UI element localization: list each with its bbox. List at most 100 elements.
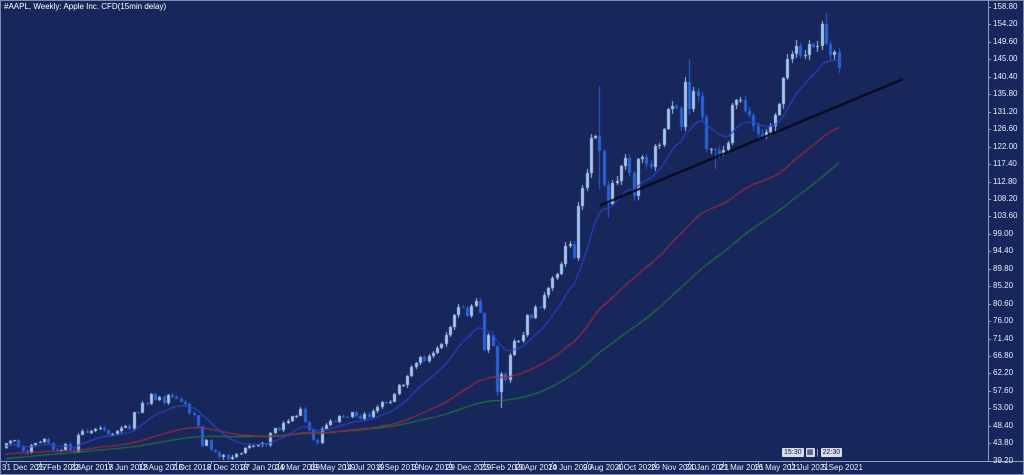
price-tick-label: 66.80 xyxy=(993,351,1014,360)
price-tick-label: 43.80 xyxy=(993,438,1014,447)
price-tick-label: 135.80 xyxy=(993,89,1018,98)
price-tick-mark xyxy=(988,461,991,462)
date-tick-label: 23 Feb 2020 xyxy=(480,463,525,472)
session-open-time-badge: 15:30 xyxy=(782,447,804,457)
time-axis-line xyxy=(0,461,1024,462)
date-tick-label: 12 Aug 2018 xyxy=(138,463,183,472)
price-tick-label: 62.20 xyxy=(993,368,1014,377)
price-tick-label: 126.60 xyxy=(993,124,1018,133)
price-tick-label: 103.60 xyxy=(993,211,1018,220)
date-tick-label: 4 Oct 2020 xyxy=(617,463,657,472)
price-tick-label: 48.40 xyxy=(993,421,1014,430)
date-tick-mark xyxy=(621,461,622,464)
date-tick-mark xyxy=(758,461,759,464)
date-tick-label: 19 Apr 2020 xyxy=(514,463,558,472)
date-tick-mark xyxy=(176,461,177,464)
price-axis-line xyxy=(988,0,989,461)
date-tick-mark xyxy=(826,461,827,464)
price-tick-label: 149.60 xyxy=(993,37,1018,46)
date-tick-label: 16 May 2021 xyxy=(754,463,801,472)
date-tick-mark xyxy=(723,461,724,464)
date-tick-label: 9 Aug 2020 xyxy=(583,463,624,472)
date-tick-label: 29 Dec 2019 xyxy=(446,463,492,472)
date-tick-label: 25 Feb 2018 xyxy=(36,463,81,472)
date-tick-mark xyxy=(792,461,793,464)
date-tick-mark xyxy=(416,461,417,464)
price-tick-label: 117.40 xyxy=(993,159,1017,168)
price-tick-label: 53.00 xyxy=(993,403,1014,412)
date-tick-label: 17 Jun 2018 xyxy=(104,463,149,472)
date-tick-label: 8 Sep 2019 xyxy=(378,463,419,472)
price-tick-label: 108.20 xyxy=(993,194,1018,203)
price-tick-mark xyxy=(988,373,991,374)
price-tick-mark xyxy=(988,286,991,287)
price-tick-mark xyxy=(988,94,991,95)
price-tick-label: 71.40 xyxy=(993,334,1014,343)
price-tick-mark xyxy=(988,112,991,113)
date-tick-mark xyxy=(108,461,109,464)
date-tick-label: 24 Mar 2019 xyxy=(275,463,320,472)
price-tick-label: 76.00 xyxy=(993,316,1014,325)
date-tick-label: 24 Jan 2021 xyxy=(685,463,730,472)
price-tick-mark xyxy=(988,391,991,392)
price-tick-label: 39.20 xyxy=(993,456,1014,465)
price-tick-label: 140.40 xyxy=(993,72,1018,81)
price-tick-label: 94.40 xyxy=(993,246,1014,255)
price-tick-label: 80.60 xyxy=(993,299,1014,308)
date-tick-mark xyxy=(450,461,451,464)
date-tick-mark xyxy=(382,461,383,464)
date-tick-label: 22 Apr 2018 xyxy=(70,463,114,472)
date-tick-label: 2 Dec 2018 xyxy=(207,463,248,472)
date-tick-mark xyxy=(655,461,656,464)
date-tick-mark xyxy=(142,461,143,464)
date-tick-label: 14 Jun 2020 xyxy=(548,463,593,472)
price-tick-mark xyxy=(988,426,991,427)
date-tick-mark xyxy=(211,461,212,464)
date-tick-label: 29 Nov 2020 xyxy=(651,463,697,472)
price-tick-mark xyxy=(988,199,991,200)
price-tick-label: 145.00 xyxy=(993,54,1018,63)
price-tick-label: 57.60 xyxy=(993,386,1014,395)
date-tick-mark xyxy=(74,461,75,464)
price-tick-label: 85.20 xyxy=(993,281,1014,290)
date-tick-mark xyxy=(587,461,588,464)
price-tick-mark xyxy=(988,321,991,322)
date-tick-label: 19 May 2019 xyxy=(309,463,356,472)
price-tick-mark xyxy=(988,164,991,165)
date-tick-mark xyxy=(40,461,41,464)
price-tick-mark xyxy=(988,129,991,130)
date-tick-mark xyxy=(347,461,348,464)
calendar-grid-icon: ▦ xyxy=(805,447,815,457)
session-time-indicator[interactable]: 15:30 ▦ | 22:30 xyxy=(782,447,843,457)
price-tick-label: 99.00 xyxy=(993,229,1014,238)
price-tick-mark xyxy=(988,182,991,183)
session-close-time-badge: 22:30 xyxy=(820,447,843,457)
price-tick-mark xyxy=(988,443,991,444)
price-tick-label: 154.20 xyxy=(993,19,1018,28)
date-tick-label: 21 Mar 2021 xyxy=(719,463,764,472)
price-tick-label: 131.20 xyxy=(993,107,1018,116)
price-tick-mark xyxy=(988,304,991,305)
date-tick-mark xyxy=(245,461,246,464)
price-tick-mark xyxy=(988,234,991,235)
price-tick-mark xyxy=(988,216,991,217)
price-tick-label: 112.80 xyxy=(993,177,1017,186)
date-tick-label: 7 Oct 2018 xyxy=(172,463,212,472)
date-tick-label: 11 Jul 2021 xyxy=(788,463,829,472)
date-tick-mark xyxy=(552,461,553,464)
date-tick-label: 27 Jan 2019 xyxy=(241,463,286,472)
price-tick-mark xyxy=(988,356,991,357)
price-tick-mark xyxy=(988,59,991,60)
date-tick-mark xyxy=(6,461,7,464)
price-tick-mark xyxy=(988,408,991,409)
date-tick-mark xyxy=(313,461,314,464)
price-tick-mark xyxy=(988,42,991,43)
price-tick-mark xyxy=(988,24,991,25)
date-tick-mark xyxy=(518,461,519,464)
date-tick-mark xyxy=(279,461,280,464)
price-tick-mark xyxy=(988,339,991,340)
date-tick-mark xyxy=(689,461,690,464)
price-tick-label: 158.80 xyxy=(993,2,1018,11)
